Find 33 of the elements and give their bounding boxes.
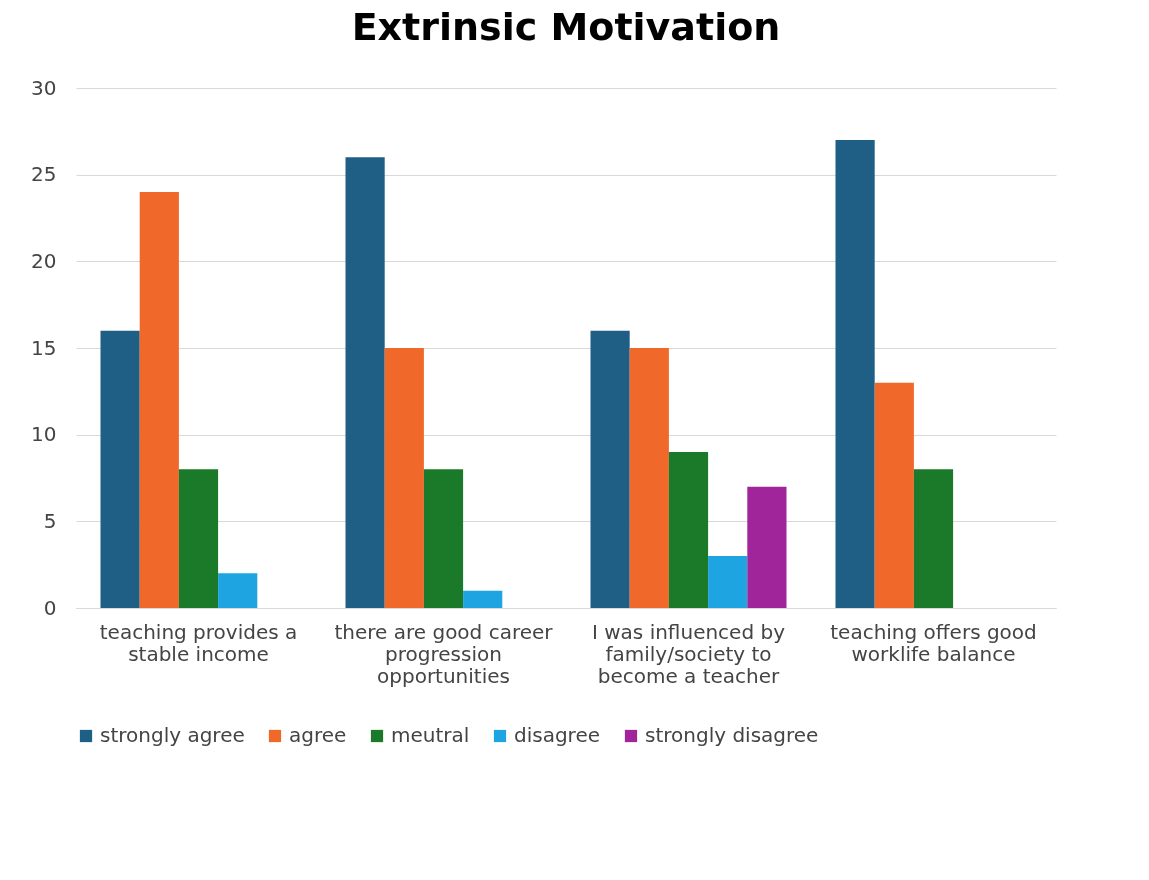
bar xyxy=(423,469,464,608)
legend-label: agree xyxy=(289,723,347,747)
bar xyxy=(590,330,630,608)
y-tick-label: 10 xyxy=(31,422,57,447)
bar xyxy=(100,330,140,608)
y-tick-label: 0 xyxy=(43,595,57,620)
y-tick-label: 5 xyxy=(43,508,57,533)
bar xyxy=(708,556,748,608)
y-tick-label: 20 xyxy=(31,248,57,273)
x-tick-label: I was influenced by family/society to become a teacher xyxy=(591,619,786,688)
x-tick-label: teaching offers good worklife balance xyxy=(830,619,1037,666)
bar xyxy=(747,486,787,608)
chart-title: Extrinsic Motivation xyxy=(351,5,781,49)
legend-label: meutral xyxy=(391,723,470,747)
x-tick-label: there are good career progression opportunities xyxy=(334,619,554,688)
legend-label: strongly agree xyxy=(100,723,245,747)
bar xyxy=(384,348,424,608)
bar xyxy=(178,469,219,608)
bar xyxy=(874,382,914,608)
bar xyxy=(463,590,503,608)
legend-label: disagree xyxy=(514,723,601,747)
y-tick-label: 15 xyxy=(31,335,57,360)
bar xyxy=(913,469,954,608)
legend-label: strongly disagree xyxy=(645,723,819,747)
bar xyxy=(218,573,258,608)
bar xyxy=(345,157,385,608)
bar xyxy=(139,192,179,608)
bar xyxy=(629,348,669,608)
y-tick-label: 25 xyxy=(31,162,57,187)
x-tick-label: teaching provides a stable income xyxy=(99,619,298,666)
bar xyxy=(668,452,709,608)
y-tick-label: 30 xyxy=(31,75,57,100)
bar xyxy=(835,140,875,608)
